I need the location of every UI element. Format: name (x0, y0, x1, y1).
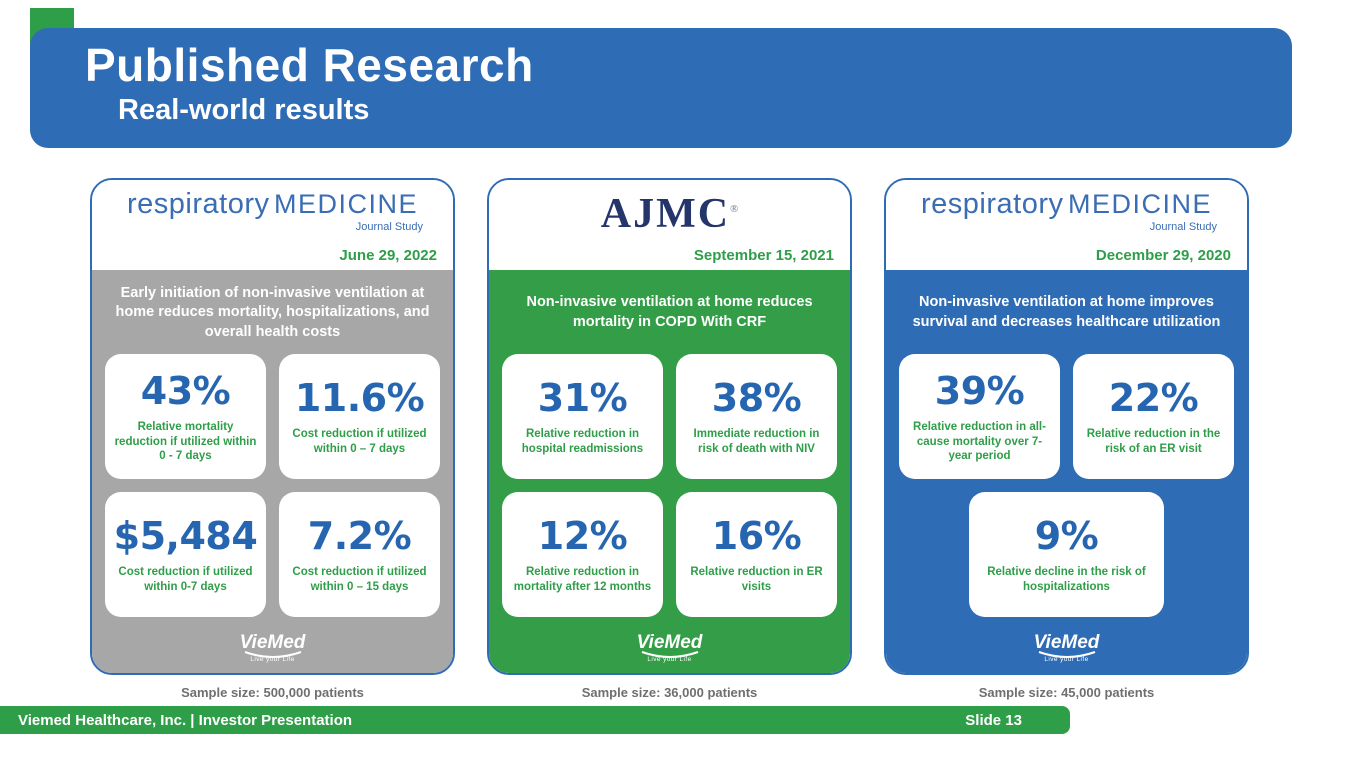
stat-box: 9% Relative decline in the risk of hospi… (969, 492, 1164, 617)
stats-grid: 39% Relative reduction in all-cause mort… (899, 354, 1234, 617)
page-subtitle: Real-world results (118, 94, 370, 126)
stat-value: 22% (1108, 376, 1199, 421)
stat-box: $5,484 Cost reduction if utilized within… (105, 492, 266, 617)
viemed-logo: VieMed Live your Life (239, 631, 306, 663)
logo-word-medicine: MEDICINE (273, 189, 418, 219)
stat-box: 11.6% Cost reduction if utilized within … (279, 354, 440, 479)
card-header: respiratory MEDICINE Journal Study June … (92, 180, 453, 270)
footer-slide-number: Slide 13 (965, 711, 1022, 729)
footer-bar: Viemed Healthcare, Inc. | Investor Prese… (0, 706, 1070, 734)
study-date: December 29, 2020 (1095, 247, 1231, 264)
card-body: Early initiation of non-invasive ventila… (92, 270, 453, 673)
slide-header: Published Research Real-world results (30, 28, 1292, 148)
page-title: Published Research (85, 39, 534, 91)
stat-label: Relative reduction in mortality after 12… (513, 566, 652, 593)
study-title: Non-invasive ventilation at home improve… (912, 294, 1221, 330)
stat-label: Cost reduction if utilized within 0 – 15… (292, 566, 427, 593)
stat-box: 39% Relative reduction in all-cause mort… (899, 354, 1060, 479)
research-card-respmed-2020: respiratory MEDICINE Journal Study Decem… (884, 178, 1249, 675)
registered-mark: ® (730, 203, 739, 215)
study-title: Early initiation of non-invasive ventila… (115, 284, 430, 340)
stat-box: 38% Immediate reduction in risk of death… (676, 354, 837, 479)
stat-value: 12% (537, 514, 628, 559)
stat-label: Relative reduction in the risk of an ER … (1086, 428, 1221, 455)
sample-size: Sample size: 500,000 patients (181, 685, 364, 700)
viemed-swoosh-icon (1038, 650, 1095, 658)
stat-box: 7.2% Cost reduction if utilized within 0… (279, 492, 440, 617)
card-header: respiratory MEDICINE Journal Study Decem… (886, 180, 1247, 270)
card-header: AJMC® September 15, 2021 (489, 180, 850, 270)
research-cards-row: respiratory MEDICINE Journal Study June … (90, 178, 1249, 700)
stat-value: 16% (711, 514, 802, 559)
viemed-logo: VieMed Live your Life (636, 631, 703, 663)
sample-size: Sample size: 36,000 patients (581, 685, 758, 700)
stat-box: 22% Relative reduction in the risk of an… (1073, 354, 1234, 479)
logo-word-respiratory: respiratory (127, 188, 270, 220)
card-column-1: respiratory MEDICINE Journal Study June … (90, 178, 455, 700)
respiratory-medicine-logo: respiratory MEDICINE Journal Study (108, 190, 437, 233)
viemed-swoosh-icon (244, 650, 301, 658)
stat-box: 16% Relative reduction in ER visits (676, 492, 837, 617)
stat-value: 11.6% (294, 376, 425, 421)
sample-size: Sample size: 45,000 patients (978, 685, 1155, 700)
viemed-swoosh-icon (641, 650, 698, 658)
stat-label: Relative reduction in ER visits (690, 566, 823, 593)
stat-box: 31% Relative reduction in hospital readm… (502, 354, 663, 479)
stat-box: 43% Relative mortality reduction if util… (105, 354, 266, 479)
journal-study-label: Journal Study (1149, 221, 1217, 233)
stats-grid: 31% Relative reduction in hospital readm… (502, 354, 837, 617)
ajmc-logo: AJMC® (600, 191, 739, 237)
research-card-ajmc-2021: AJMC® September 15, 2021 Non-invasive ve… (487, 178, 852, 675)
stat-value: 9% (1034, 514, 1099, 559)
logo-word-respiratory: respiratory (921, 188, 1064, 220)
respiratory-medicine-logo: respiratory MEDICINE Journal Study (902, 190, 1231, 233)
card-column-3: respiratory MEDICINE Journal Study Decem… (884, 178, 1249, 700)
card-column-2: AJMC® September 15, 2021 Non-invasive ve… (487, 178, 852, 700)
card-body: Non-invasive ventilation at home improve… (886, 270, 1247, 673)
stat-label: Cost reduction if utilized within 0-7 da… (118, 566, 253, 593)
card-body: Non-invasive ventilation at home reduces… (489, 270, 850, 673)
study-title: Non-invasive ventilation at home reduces… (526, 294, 813, 330)
viemed-logo: VieMed Live your Life (1033, 631, 1100, 663)
research-card-respmed-2022: respiratory MEDICINE Journal Study June … (90, 178, 455, 675)
stat-box: 12% Relative reduction in mortality afte… (502, 492, 663, 617)
stat-label: Relative decline in the risk of hospital… (987, 566, 1146, 593)
stat-value: 7.2% (307, 514, 412, 559)
stat-label: Cost reduction if utilized within 0 – 7 … (292, 428, 427, 455)
study-date: June 29, 2022 (339, 247, 437, 264)
study-date: September 15, 2021 (693, 247, 834, 264)
footer-company-label: Viemed Healthcare, Inc. | Investor Prese… (18, 711, 353, 729)
stat-label: Relative reduction in all-cause mortalit… (913, 420, 1046, 463)
stat-label: Immediate reduction in risk of death wit… (693, 428, 820, 455)
stat-value: 43% (140, 368, 231, 413)
journal-study-label: Journal Study (355, 221, 423, 233)
stat-value: 39% (934, 368, 1025, 413)
stat-value: 38% (711, 376, 802, 421)
stats-grid: 43% Relative mortality reduction if util… (105, 354, 440, 617)
stat-value: 31% (537, 376, 628, 421)
stat-value: $5,484 (113, 514, 258, 559)
stat-label: Relative mortality reduction if utilized… (114, 420, 257, 463)
stat-label: Relative reduction in hospital readmissi… (521, 428, 644, 455)
logo-word-medicine: MEDICINE (1067, 189, 1212, 219)
